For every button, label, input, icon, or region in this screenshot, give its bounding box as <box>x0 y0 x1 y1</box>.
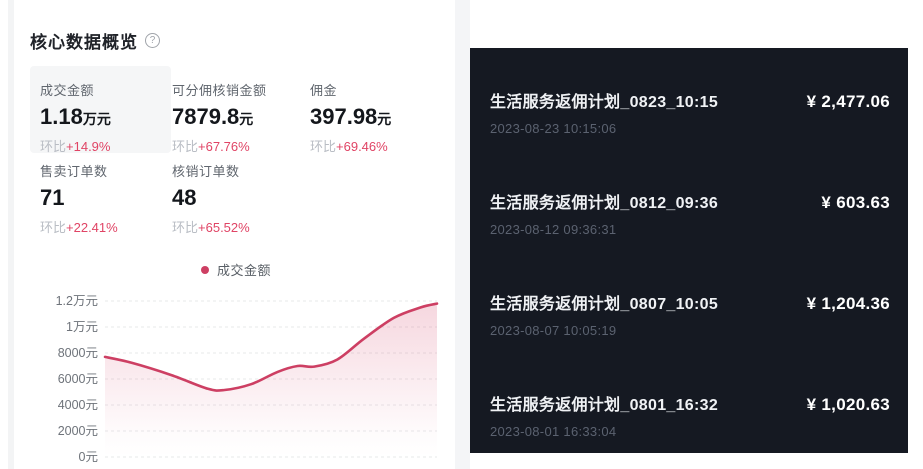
svg-text:6000元: 6000元 <box>58 372 98 386</box>
metric-mom: 环比+22.41% <box>40 220 118 235</box>
metric-mom: 环比+14.9% <box>40 139 111 154</box>
metric-mom: 环比+69.46% <box>310 139 388 154</box>
metric-unit: 万元 <box>82 111 111 127</box>
chart-legend[interactable]: 成交金额 <box>30 260 442 279</box>
metric-commissionable-writeoff-amount[interactable]: 可分佣核销金额 7879.8元 环比+67.76% <box>172 80 322 155</box>
svg-text:0元: 0元 <box>79 450 98 464</box>
plan-datetime: 2023-08-01 16:33:04 <box>490 424 617 439</box>
metric-label: 售卖订单数 <box>40 164 108 179</box>
left-edge-divider <box>8 0 14 469</box>
plan-datetime: 2023-08-23 10:15:06 <box>490 121 617 136</box>
list-item-row: 生活服务返佣计划_0807_10:05 ¥ 1,204.36 <box>490 290 890 314</box>
plan-title: 生活服务返佣计划_0807_10:05 <box>490 296 719 313</box>
metric-mom: 环比+65.52% <box>172 220 250 235</box>
list-item[interactable]: 生活服务返佣计划_0823_10:15 ¥ 2,477.06 2023-08-2… <box>470 48 908 149</box>
plan-title: 生活服务返佣计划_0801_16:32 <box>490 397 719 414</box>
core-data-panel: 核心数据概览 ? 成交金额 1.18万元 环比+14.9% 可分佣核销金额 78… <box>16 0 455 469</box>
metric-value: 7879.8元 <box>172 104 254 129</box>
chart-y-tick-labels: 1.2万元 1万元 8000元 6000元 4000元 2000元 0元 <box>56 294 98 464</box>
svg-text:1.2万元: 1.2万元 <box>56 294 98 308</box>
list-item[interactable]: 生活服务返佣计划_0812_09:36 ¥ 603.63 2023-08-12 … <box>470 149 908 250</box>
metric-value: 48 <box>172 185 197 210</box>
help-icon[interactable]: ? <box>145 33 160 48</box>
chart-line <box>103 302 439 392</box>
plan-amount: ¥ 603.63 <box>821 193 890 212</box>
svg-text:4000元: 4000元 <box>58 398 98 412</box>
legend-label: 成交金额 <box>216 263 271 278</box>
page-title: 核心数据概览 <box>30 33 138 52</box>
list-item[interactable]: 生活服务返佣计划_0807_10:05 ¥ 1,204.36 2023-08-0… <box>470 250 908 351</box>
metric-mom: 环比+67.76% <box>172 139 250 154</box>
plan-amount: ¥ 1,020.63 <box>806 395 890 414</box>
plan-title: 生活服务返佣计划_0812_09:36 <box>490 195 719 212</box>
plan-datetime: 2023-08-12 09:36:31 <box>490 222 617 237</box>
metric-label: 核销订单数 <box>172 164 240 179</box>
list-item-row: 生活服务返佣计划_0801_16:32 ¥ 1,020.63 <box>490 391 890 415</box>
metric-label: 成交金额 <box>40 83 95 98</box>
svg-text:1万元: 1万元 <box>66 320 98 334</box>
metric-unit: 元 <box>377 111 392 127</box>
list-item-row: 生活服务返佣计划_0823_10:15 ¥ 2,477.06 <box>490 88 890 112</box>
svg-text:8000元: 8000元 <box>58 346 98 360</box>
plan-title: 生活服务返佣计划_0823_10:15 <box>490 94 719 111</box>
metric-unit: 元 <box>239 111 254 127</box>
legend-dot-icon <box>200 265 209 274</box>
metric-commission[interactable]: 佣金 397.98元 环比+69.46% <box>310 80 442 155</box>
metric-value: 397.98元 <box>310 104 392 129</box>
metric-sold-orders[interactable]: 售卖订单数 71 环比+22.41% <box>40 161 172 236</box>
metric-card-highlight[interactable] <box>30 66 171 153</box>
metric-label: 佣金 <box>310 83 338 98</box>
metric-deal-amount[interactable]: 成交金额 1.18万元 环比+14.9% <box>40 80 172 155</box>
plan-amount: ¥ 2,477.06 <box>806 92 890 111</box>
chart-area-fill <box>105 303 437 457</box>
metric-writeoff-orders[interactable]: 核销订单数 48 环比+65.52% <box>172 161 304 236</box>
rebate-plan-list: 生活服务返佣计划_0823_10:15 ¥ 2,477.06 2023-08-2… <box>470 48 908 453</box>
metric-value: 1.18万元 <box>40 104 111 129</box>
trend-chart-svg: 1.2万元 1万元 8000元 6000元 4000元 2000元 0元 <box>56 294 439 464</box>
svg-text:2000元: 2000元 <box>58 424 98 438</box>
panel-gap-divider <box>455 0 470 469</box>
panel-header: 核心数据概览 ? <box>30 28 160 53</box>
metric-label: 可分佣核销金额 <box>172 83 267 98</box>
list-item-row: 生活服务返佣计划_0812_09:36 ¥ 603.63 <box>490 189 890 213</box>
metric-value: 71 <box>40 185 65 210</box>
trend-chart: 1.2万元 1万元 8000元 6000元 4000元 2000元 0元 <box>30 290 442 469</box>
plan-amount: ¥ 1,204.36 <box>806 294 890 313</box>
list-item[interactable]: 生活服务返佣计划_0801_16:32 ¥ 1,020.63 2023-08-0… <box>470 351 908 452</box>
plan-datetime: 2023-08-07 10:05:19 <box>490 323 617 338</box>
